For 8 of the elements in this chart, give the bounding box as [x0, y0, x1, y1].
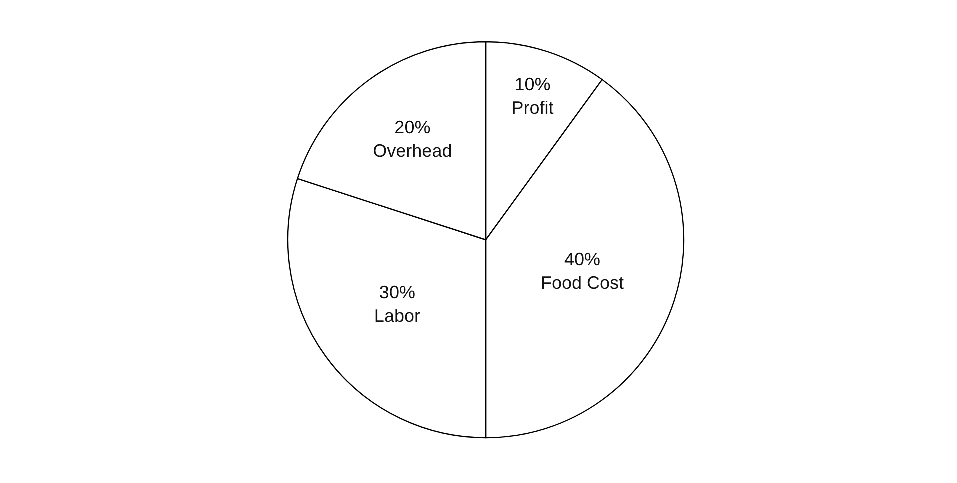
data-label: 10% [514, 74, 551, 94]
data-label: 30% [379, 282, 416, 303]
slice-label: Overhead [373, 140, 452, 161]
slice-label: Profit [512, 98, 554, 118]
slice-label: Labor [374, 306, 420, 326]
data-label: 40% [564, 250, 601, 270]
data-label: 20% [394, 117, 431, 138]
slice-label: Food Cost [540, 273, 624, 294]
